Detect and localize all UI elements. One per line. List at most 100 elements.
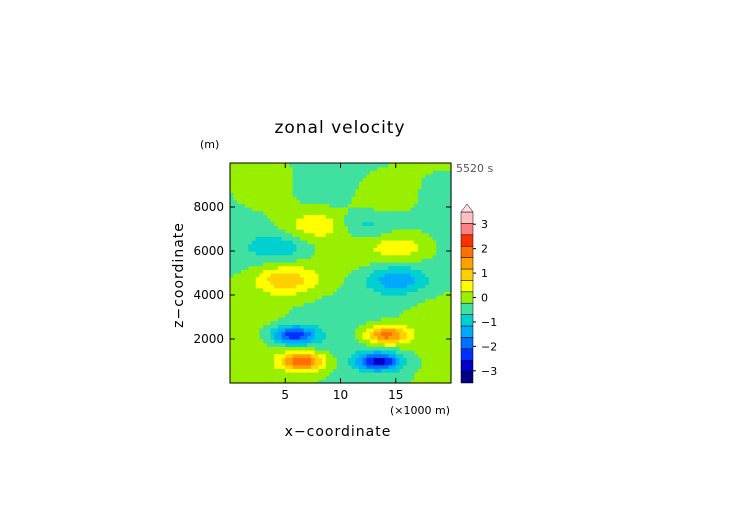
field-cell	[266, 335, 272, 340]
field-cell	[358, 317, 364, 322]
field-cell	[336, 170, 342, 175]
field-cell	[414, 207, 419, 212]
field-cell	[292, 185, 297, 190]
field-cell	[333, 375, 338, 380]
field-cell	[259, 317, 264, 322]
field-cell	[425, 280, 430, 285]
field-cell	[322, 170, 327, 175]
field-cell	[347, 251, 353, 256]
field-cell	[303, 181, 308, 186]
field-cell	[439, 368, 445, 373]
field-cell	[329, 225, 334, 230]
field-cell	[288, 276, 294, 281]
field-cell	[410, 218, 415, 223]
field-cell	[443, 221, 448, 226]
field-cell	[299, 269, 305, 274]
field-cell	[333, 236, 338, 241]
field-cell	[233, 276, 238, 281]
field-cell	[333, 232, 338, 237]
field-cell	[248, 375, 253, 380]
field-cell	[377, 350, 382, 355]
field-cell	[432, 174, 437, 179]
field-cell	[403, 313, 408, 318]
field-cell	[340, 284, 345, 289]
field-cell	[403, 328, 408, 333]
field-cell	[277, 276, 283, 281]
field-cell	[366, 221, 371, 226]
field-cell	[325, 287, 331, 292]
field-cell	[270, 243, 275, 248]
field-cell	[436, 372, 441, 377]
field-cell	[447, 243, 452, 248]
field-cell	[292, 324, 297, 329]
field-cell	[395, 166, 401, 171]
field-cell	[399, 309, 404, 314]
field-cell	[296, 265, 301, 270]
field-cell	[406, 181, 412, 186]
field-cell	[333, 317, 338, 322]
field-cell	[381, 276, 386, 281]
field-cell	[436, 368, 441, 373]
field-cell	[314, 295, 319, 300]
field-cell	[344, 269, 349, 274]
field-cell	[392, 240, 397, 245]
field-cell	[384, 210, 389, 215]
field-cell	[266, 243, 272, 248]
field-cell	[259, 199, 264, 204]
field-cell	[362, 346, 367, 351]
field-cell	[333, 298, 338, 303]
field-cell	[263, 254, 268, 259]
field-cell	[296, 298, 301, 303]
field-cell	[288, 265, 294, 270]
field-cell	[362, 210, 367, 215]
field-cell	[439, 196, 445, 201]
field-cell	[362, 170, 367, 175]
field-cell	[263, 339, 268, 344]
field-cell	[381, 247, 386, 252]
field-cell	[340, 375, 345, 380]
field-cell	[296, 284, 301, 289]
field-cell	[285, 166, 290, 171]
field-cell	[322, 221, 327, 226]
field-cell	[307, 346, 312, 351]
field-cell	[336, 302, 342, 307]
field-cell	[288, 181, 294, 186]
field-cell	[266, 280, 272, 285]
field-cell	[285, 309, 290, 314]
field-cell	[395, 364, 401, 369]
field-cell	[274, 342, 279, 347]
field-cell	[292, 262, 297, 267]
field-cell	[443, 229, 448, 234]
field-cell	[403, 346, 408, 351]
field-cell	[237, 287, 242, 292]
field-cell	[384, 229, 389, 234]
field-cell	[255, 331, 261, 336]
field-cell	[259, 196, 264, 201]
field-cell	[340, 342, 345, 347]
field-cell	[366, 364, 371, 369]
field-cell	[351, 232, 356, 237]
field-cell	[351, 295, 356, 300]
field-cell	[241, 361, 246, 366]
field-cell	[381, 328, 386, 333]
field-cell	[410, 181, 415, 186]
field-cell	[336, 335, 342, 340]
field-cell	[377, 379, 382, 384]
field-cell	[366, 298, 371, 303]
field-cell	[395, 361, 401, 366]
field-cell	[233, 309, 238, 314]
field-cell	[244, 353, 250, 358]
field-cell	[340, 379, 345, 384]
field-cell	[285, 170, 290, 175]
field-cell	[252, 196, 257, 201]
field-cell	[395, 196, 401, 201]
field-cell	[259, 170, 264, 175]
field-cell	[303, 196, 308, 201]
field-cell	[366, 210, 371, 215]
field-cell	[355, 170, 360, 175]
field-cell	[281, 163, 286, 168]
field-cell	[384, 328, 389, 333]
field-cell	[292, 225, 297, 230]
field-cell	[447, 379, 452, 384]
field-cell	[439, 320, 445, 325]
